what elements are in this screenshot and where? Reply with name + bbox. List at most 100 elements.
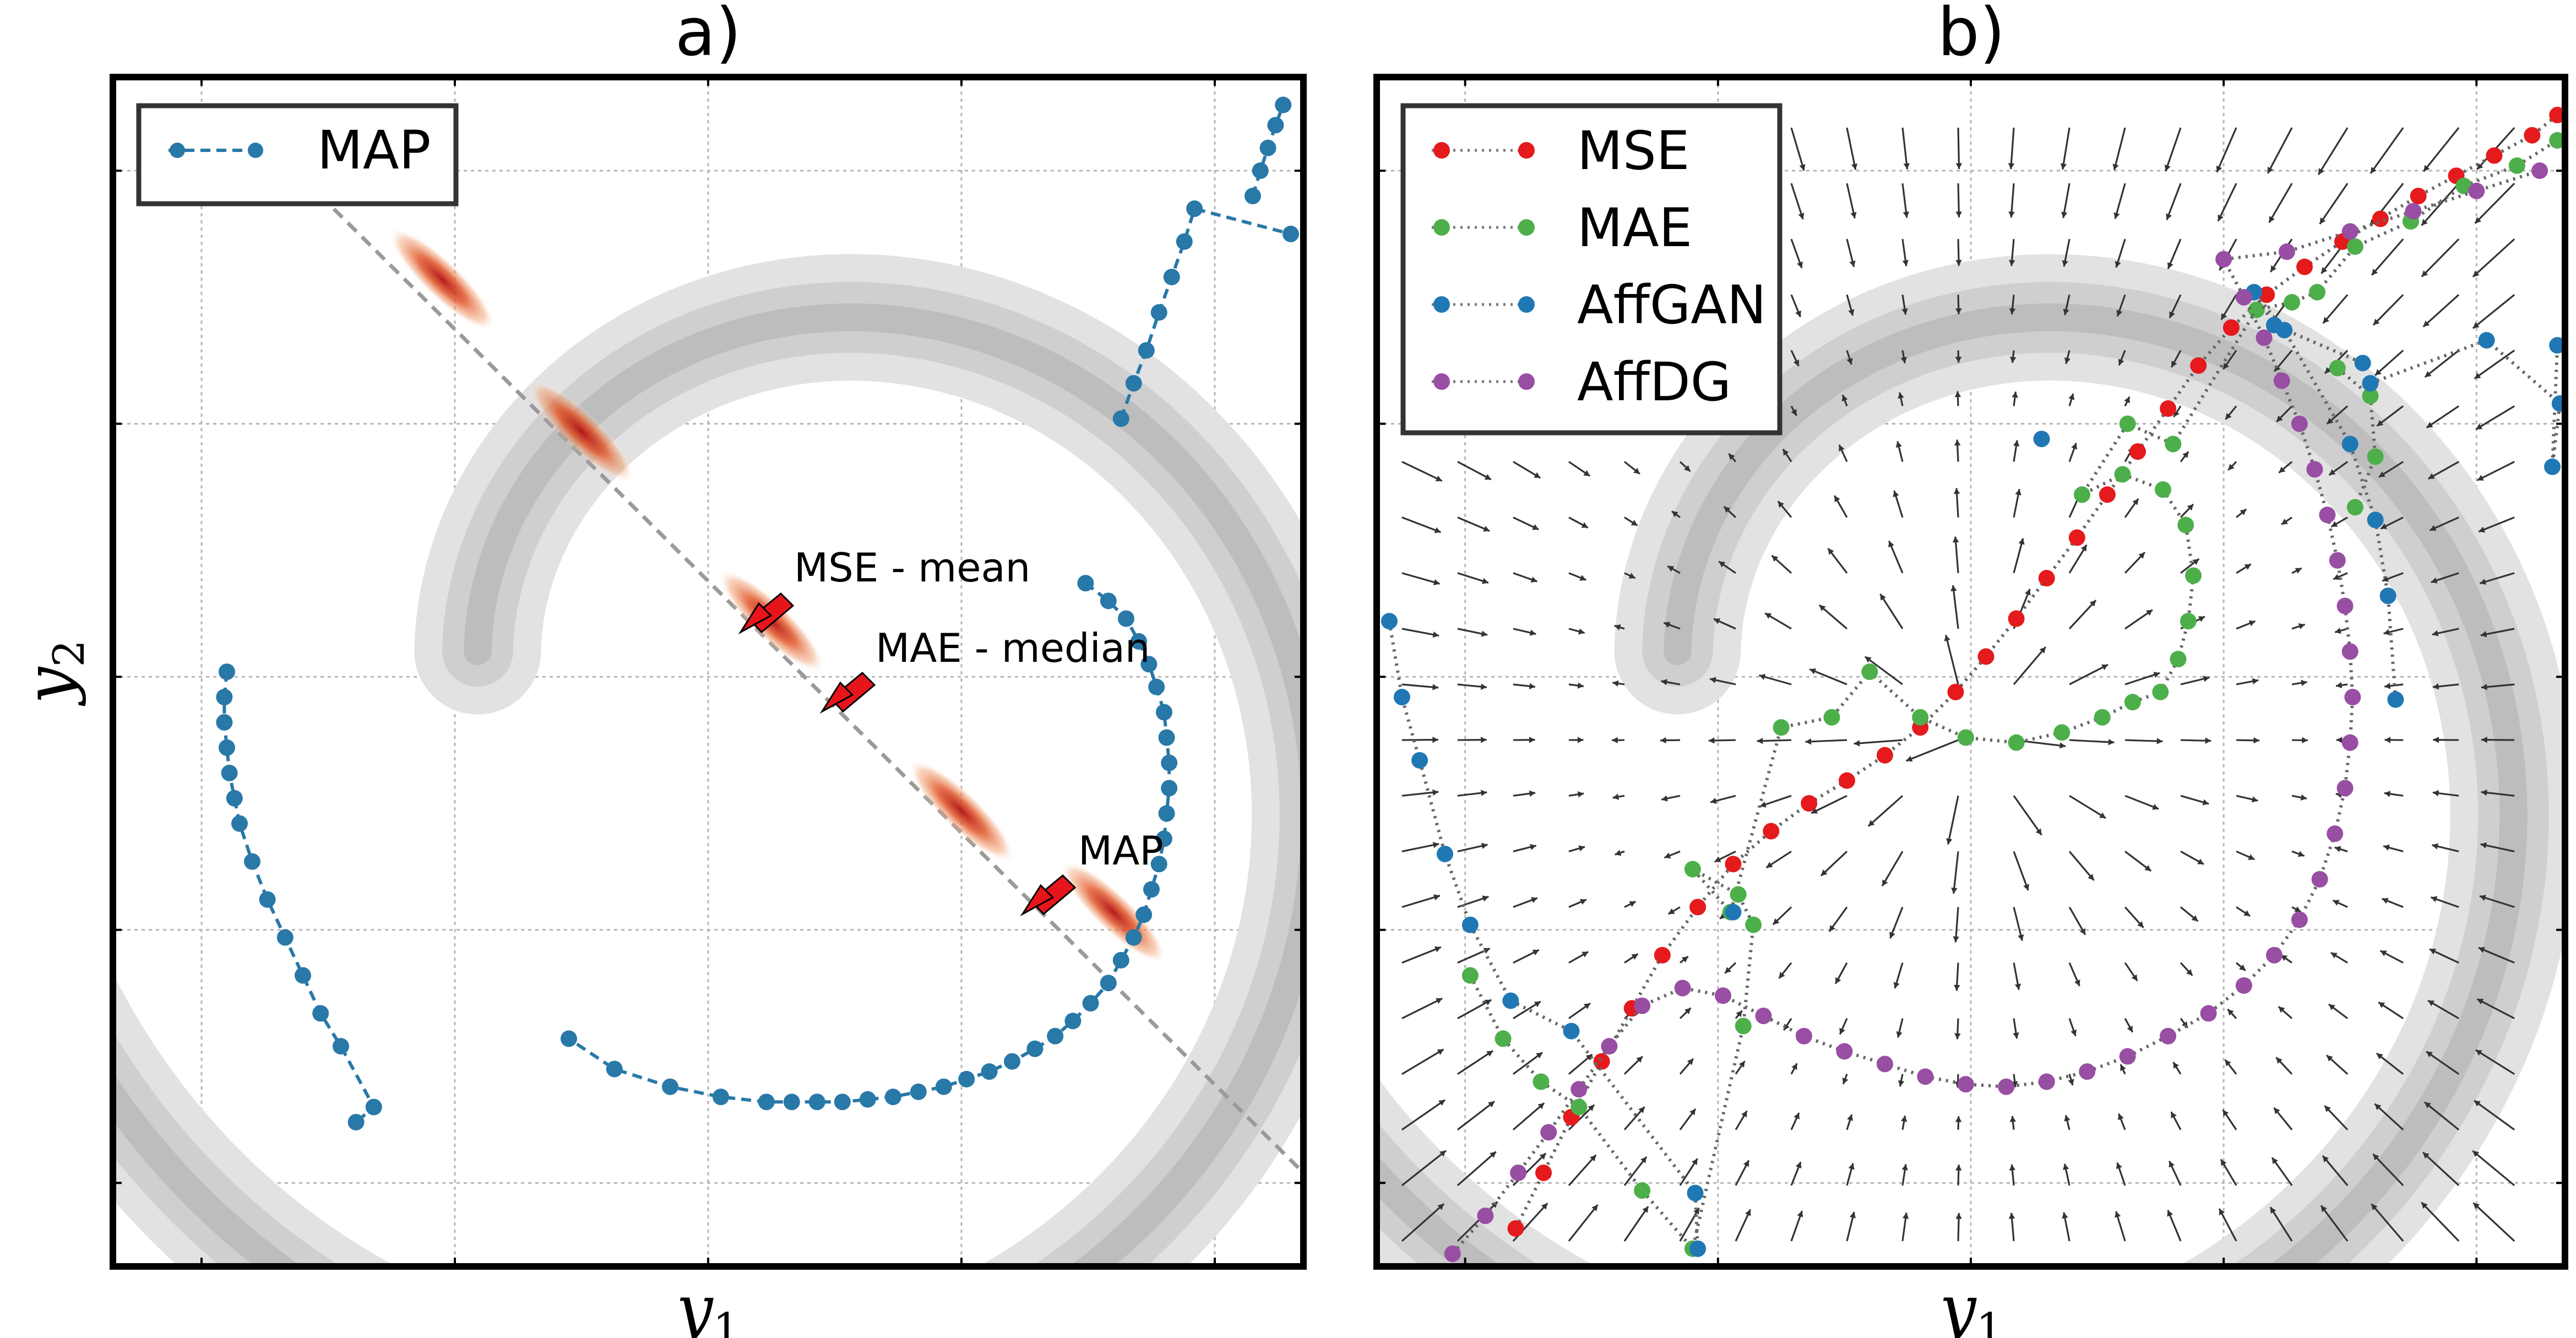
data-point-mse	[2008, 610, 2025, 627]
vector-arrow-head	[2475, 217, 2482, 224]
panel-a-series	[216, 96, 1299, 1131]
vector-arrow	[1457, 1050, 1494, 1075]
vector-arrow-head	[2329, 469, 2336, 475]
data-point-mse	[2524, 127, 2541, 144]
vector-arrow-head	[2376, 1053, 2383, 1059]
vector-arrow	[2427, 999, 2459, 1020]
legend-marker-mae	[1433, 219, 1450, 236]
vector-arrow-head	[1529, 683, 1535, 689]
vector-arrow-head	[2432, 843, 2439, 850]
vector-arrow-head	[1953, 936, 1959, 943]
vector-arrow	[2069, 795, 2106, 819]
data-point-affdg	[1876, 1056, 1893, 1073]
vector-arrow-head	[2221, 313, 2227, 320]
data-point-affdg	[2079, 1063, 2096, 1080]
vector-arrow-head	[2013, 440, 2020, 447]
vector-arrow-head	[2166, 213, 2172, 220]
vector-arrow-head	[1636, 1056, 1643, 1063]
vector-arrow-head	[2138, 552, 2145, 559]
vector-arrow-head	[2039, 646, 2046, 654]
vector-arrow-head	[2328, 1004, 2335, 1010]
data-point-affdg	[1998, 1078, 2015, 1095]
data-point-mae	[1461, 967, 1479, 984]
panel-b-series	[1381, 106, 2565, 1263]
vector-arrow-head	[1841, 395, 1848, 402]
vector-arrow	[2217, 183, 2237, 222]
vector-arrow	[2479, 895, 2515, 908]
vector-arrow-head	[2294, 906, 2301, 912]
vector-arrow-head	[1537, 1103, 1545, 1109]
vector-arrow-head	[1488, 1101, 1495, 1108]
data-point-affgan	[2478, 331, 2495, 349]
vector-arrow-head	[2131, 974, 2138, 981]
vector-arrow-head	[1955, 1213, 1962, 1219]
vector-arrow-head	[2423, 165, 2430, 172]
vector-arrow-head	[1955, 356, 1962, 363]
vector-arrow	[2424, 350, 2460, 378]
vector-arrow-head	[1719, 561, 1726, 568]
data-point-mse	[2296, 258, 2313, 275]
vector-arrow-head	[2480, 578, 2487, 585]
vector-arrow-head	[2433, 736, 2439, 743]
data-point-mse	[1689, 899, 1707, 916]
vector-arrow	[2475, 1049, 2515, 1075]
vector-arrow-head	[1541, 1203, 1548, 1210]
vector-arrow	[2426, 405, 2460, 429]
data-point-affgan	[1411, 752, 1428, 769]
vector-arrow-head	[1889, 932, 1895, 939]
vector-arrow	[1953, 851, 1959, 894]
data-point-affgan	[2551, 395, 2565, 412]
vector-arrow-head	[2421, 219, 2428, 226]
vector-arrow-head	[2060, 163, 2067, 170]
legend-marker-mse	[1433, 142, 1450, 159]
data-point-affdg	[2215, 251, 2232, 268]
vector-arrow-head	[2064, 1115, 2070, 1122]
vector-arrow	[1811, 795, 1847, 814]
vector-arrow-head	[1629, 901, 1636, 907]
data-point-map	[1118, 610, 1134, 627]
vector-arrow-head	[1794, 1113, 1800, 1119]
vector-arrow-head	[1693, 1208, 1699, 1215]
vector-arrow-head	[1955, 1116, 1962, 1122]
vector-arrow-head	[2115, 1211, 2121, 1218]
vector-arrow-head	[2375, 369, 2382, 376]
vector-arrow-head	[2062, 260, 2068, 267]
vector-arrow-head	[2012, 391, 2018, 398]
vector-arrow-head	[1955, 163, 1963, 169]
vector-arrow	[2371, 238, 2404, 276]
vector-arrow-head	[1432, 684, 1439, 690]
vector-arrow-head	[2228, 464, 2235, 470]
vector-arrow-head	[2008, 163, 2015, 170]
vector-arrow	[1457, 1101, 1495, 1131]
vector-arrow	[2372, 1153, 2404, 1187]
vector-arrow	[1846, 183, 1856, 219]
legend-label-affgan: AffGAN	[1577, 274, 1767, 336]
vector-arrow-head	[2101, 664, 2108, 670]
data-point-affdg	[1510, 1164, 1527, 1181]
vector-arrow-head	[2079, 928, 2085, 935]
vector-arrow	[2478, 947, 2515, 964]
panel-a-xlabel: y1	[673, 1271, 740, 1338]
data-point-map	[1125, 375, 1142, 392]
vector-arrow-head	[2423, 1152, 2430, 1159]
data-point-map	[312, 1005, 329, 1022]
vector-arrow	[2427, 461, 2459, 480]
vector-arrow-head	[2068, 393, 2075, 400]
data-point-map	[1100, 975, 1117, 992]
vector-arrow-head	[1668, 908, 1675, 915]
vector-arrow-head	[2063, 308, 2069, 316]
vector-arrow-head	[1490, 1151, 1496, 1158]
vector-arrow-head	[1847, 1114, 1854, 1121]
vector-arrow-head	[1710, 797, 1717, 804]
vector-arrow-head	[2335, 627, 2341, 634]
vector-arrow-head	[1795, 310, 1801, 317]
vector-arrow	[1945, 634, 1959, 685]
vector-arrow-head	[2480, 631, 2487, 638]
data-point-map	[1148, 678, 1165, 695]
vector-arrow-head	[2384, 683, 2391, 689]
data-point-mse	[2486, 147, 2503, 164]
data-point-map	[219, 739, 235, 756]
vector-arrow-head	[1689, 1108, 1696, 1116]
data-point-affdg	[2336, 780, 2354, 797]
vector-arrow-head	[2276, 1057, 2282, 1064]
